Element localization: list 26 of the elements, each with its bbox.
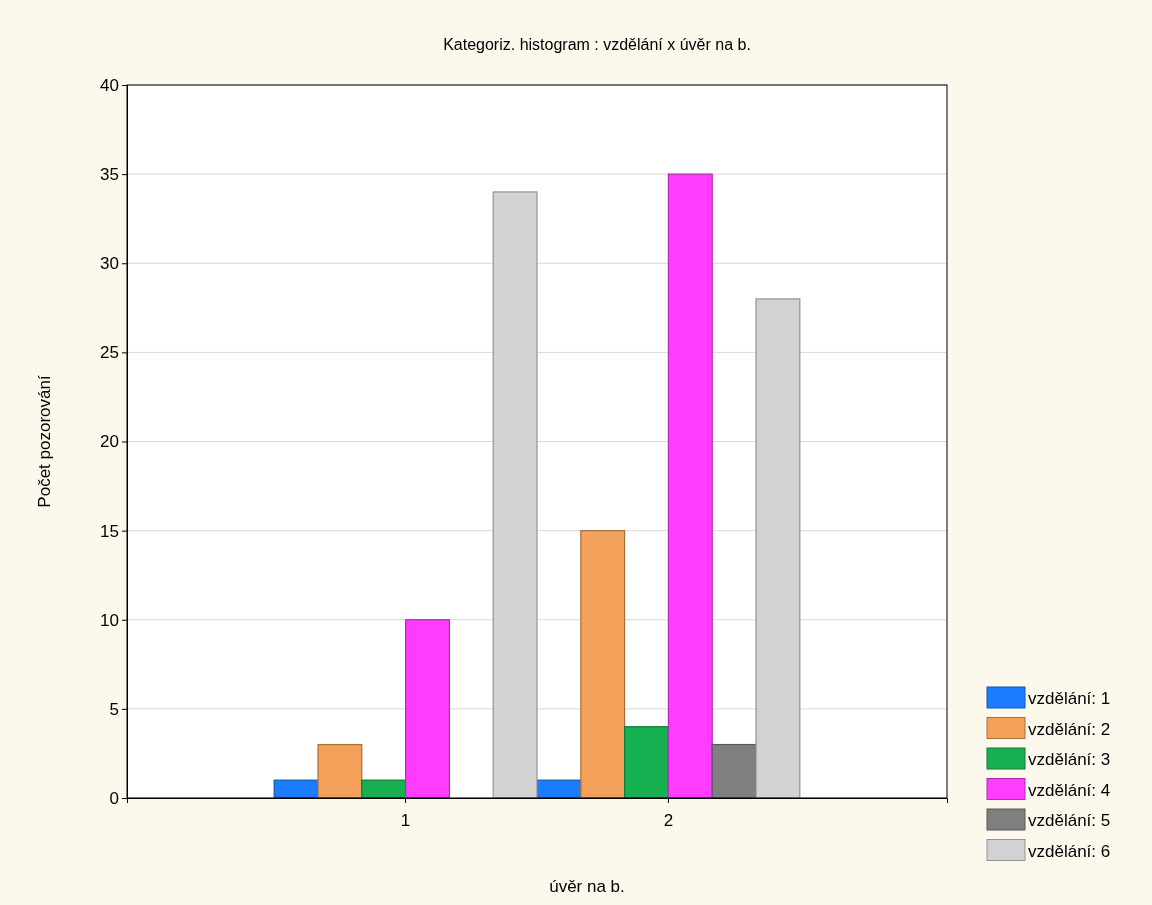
y-tick-label: 30	[100, 254, 119, 274]
y-tick-label: 15	[100, 521, 119, 541]
x-axis-title: úvěr na b.	[549, 877, 625, 896]
y-tick-label: 5	[109, 699, 119, 719]
bar	[624, 726, 670, 799]
bar	[667, 173, 713, 799]
bar	[404, 619, 450, 799]
legend-label: vzdělání: 5	[1028, 811, 1111, 830]
y-tick-label: 0	[109, 788, 119, 808]
y-tick-label: 20	[100, 432, 119, 452]
legend-label: vzdělání: 4	[1028, 780, 1111, 800]
y-axis-title: Počet pozorování	[35, 375, 54, 508]
bar	[711, 743, 757, 799]
legend-label: vzdělání: 6	[1028, 841, 1111, 861]
chart-title: Kategoriz. histogram : vzdělání x úvěr na b.	[443, 36, 751, 53]
bar	[317, 743, 363, 799]
legend-label: vzdělání: 3	[1028, 750, 1111, 769]
legend-label: vzdělání: 1	[1028, 689, 1111, 708]
x-tick-label: 1	[400, 811, 411, 831]
y-tick-label: 40	[100, 75, 119, 95]
y-tick-label: 35	[100, 165, 119, 185]
y-tick-label: 10	[100, 610, 119, 630]
bar	[580, 530, 626, 799]
legend-label: vzdělání: 2	[1028, 719, 1111, 739]
x-tick-label: 2	[663, 811, 674, 831]
y-tick-label: 25	[100, 343, 119, 363]
